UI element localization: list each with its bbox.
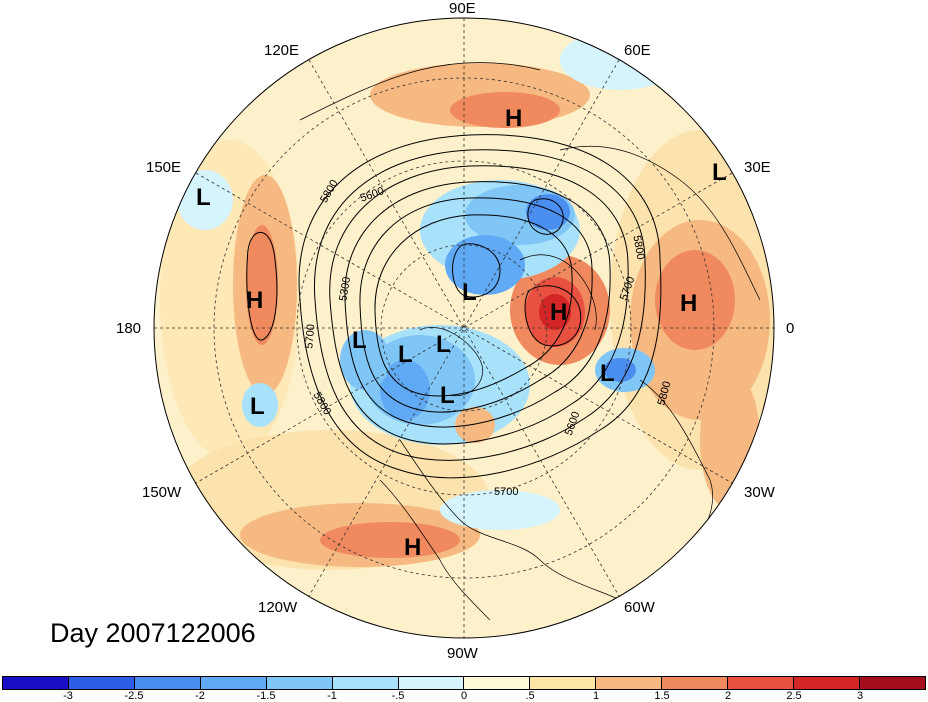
colorbar-swatch: [200, 677, 267, 689]
lon-label-150w: 150W: [142, 484, 182, 501]
high-center: H: [550, 299, 567, 326]
lon-label-90e: 90E: [449, 0, 476, 17]
colorbar-tick-label: 3: [856, 690, 864, 702]
high-center: H: [680, 290, 697, 317]
lon-label-180: 180: [116, 320, 141, 337]
colorbar: [2, 676, 926, 690]
map-title: Day 2007122006: [50, 618, 256, 648]
colorbar-tick-label: -2.5: [124, 690, 144, 702]
colorbar-swatch: [596, 677, 663, 689]
map-boundary: [153, 17, 775, 639]
colorbar-swatch: [398, 677, 465, 689]
low-center: L: [712, 159, 727, 186]
anomaly-field: [154, 18, 774, 638]
colorbar-tick-label: -.5: [391, 690, 405, 702]
low-center: L: [600, 360, 615, 387]
colorbar-swatch: [464, 677, 531, 689]
lon-label-0: 0: [786, 320, 794, 337]
contour-label: 5800: [630, 234, 646, 260]
colorbar-swatch: [530, 677, 597, 689]
low-center: L: [398, 341, 413, 368]
colorbar-tick-label: 1.5: [654, 690, 670, 702]
lon-label-90w: 90W: [447, 645, 479, 662]
low-center: L: [352, 327, 367, 354]
contour-label: 5700: [303, 324, 317, 349]
height-contours: [246, 134, 662, 479]
pressure-centers: H L L H L L L L L L H H L H: [196, 105, 727, 561]
colorbar-tick-label: 1: [592, 690, 600, 702]
colorbar-tick-label: -3: [63, 690, 73, 702]
colorbar-tick-label: 2.5: [786, 690, 802, 702]
low-center: L: [250, 393, 265, 420]
colorbar-tick-label: -2: [195, 690, 205, 702]
high-center: H: [505, 105, 522, 132]
colorbar-tick-label: -1: [327, 690, 337, 702]
colorbar-swatch: [794, 677, 860, 689]
colorbar-tick-label: 2: [724, 690, 732, 702]
lat-lon-grid: [154, 18, 774, 638]
lon-label-30e: 30E: [744, 159, 771, 176]
lon-label-150e: 150E: [146, 159, 181, 176]
colorbar-swatch: [266, 677, 333, 689]
contour-label: 5700: [494, 486, 518, 498]
high-center: H: [246, 287, 263, 314]
colorbar-swatch: [728, 677, 795, 689]
colorbar-tick-label: .5: [525, 690, 535, 702]
lon-label-120w: 120W: [258, 599, 298, 616]
contour-label: 5300: [337, 276, 353, 302]
colorbar-swatch: [332, 677, 399, 689]
lon-label-60w: 60W: [624, 599, 656, 616]
colorbar-tick-label: 0: [460, 690, 468, 702]
colorbar-swatch: [859, 677, 925, 689]
low-center: L: [196, 184, 211, 211]
longitude-labels: 90E 90W 180 0 120E 150E 60E 30E 150W 120…: [116, 0, 794, 662]
colorbar-swatch: [134, 677, 201, 689]
lon-label-30w: 30W: [744, 484, 776, 501]
low-center: L: [440, 382, 455, 409]
low-center: L: [462, 279, 477, 306]
colorbar-labels: -3 -2.5 -2 -1.5 -1 -.5 0 .5 1 1.5 2 2.5 3: [2, 690, 926, 702]
colorbar-swatch: [68, 677, 135, 689]
high-center: H: [404, 534, 421, 561]
colorbar-swatch: [3, 677, 69, 689]
colorbar-tick-label: -1.5: [256, 690, 276, 702]
colorbar-swatch: [662, 677, 729, 689]
low-center: L: [436, 331, 451, 358]
lon-label-60e: 60E: [624, 42, 651, 59]
lon-label-120e: 120E: [264, 42, 299, 59]
